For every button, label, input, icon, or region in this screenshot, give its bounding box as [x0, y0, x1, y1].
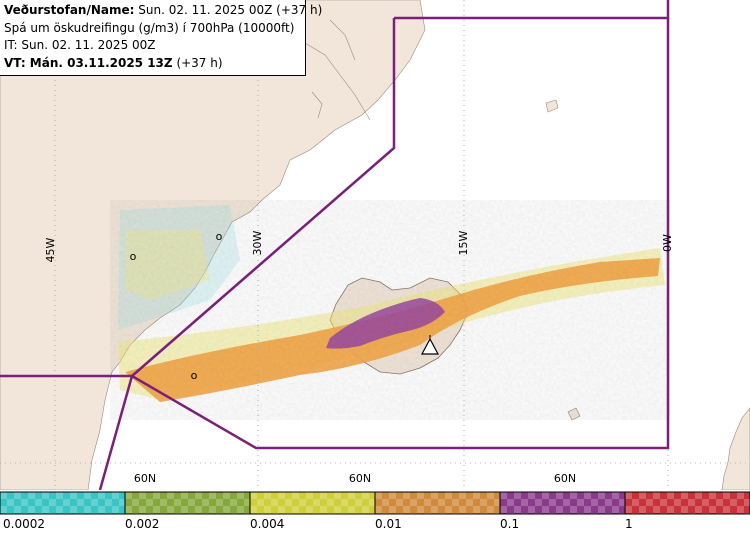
- legend-canvas: 0.0002 0.002 0.004 0.01 0.1 1: [0, 491, 750, 531]
- longitude-label-0w: 0W: [661, 234, 674, 252]
- legend-swatch-6: [624, 491, 750, 515]
- info-line-4: VT: Mán. 03.11.2025 13Z (+37 h): [4, 55, 301, 73]
- marker-2: o: [216, 230, 223, 243]
- longitude-label-45w: 45W: [44, 237, 57, 262]
- info-line-2: Spá um öskudreifingu (g/m3) í 700hPa (10…: [4, 20, 295, 35]
- info-line-1: Veðurstofan/Name: Sun. 02. 11. 2025 00Z …: [4, 2, 322, 20]
- forecast-info-box: Veðurstofan/Name: Sun. 02. 11. 2025 00Z …: [0, 0, 322, 76]
- legend-label-5: 0.1: [500, 517, 519, 531]
- longitude-label-30w: 30W: [251, 230, 264, 255]
- speckle-texture: [110, 200, 670, 420]
- info-name-label: Veðurstofan/Name:: [4, 3, 135, 17]
- fir-boundary: [0, 0, 670, 491]
- greenland-fjords: [299, 19, 371, 121]
- volcano-triangle-icon: [421, 335, 439, 355]
- longitude-label-15w: 15W: [457, 230, 470, 255]
- latitude-label-1: 60N: [134, 472, 156, 485]
- legend-label-4: 0.01: [375, 517, 402, 531]
- marker-1: o: [130, 250, 137, 263]
- marker-3: o: [191, 369, 198, 382]
- legend-label-2: 0.002: [125, 517, 159, 531]
- legend-swatch-4: [374, 491, 501, 515]
- legend-label-1: 0.0002: [3, 517, 45, 531]
- map-canvas: 45W 30W 15W 0W 60N 60N 60N o o o: [0, 0, 750, 491]
- legend-swatch-5: [499, 491, 626, 515]
- info-vt-label: VT: Mán. 03.11.2025 13Z: [4, 55, 173, 70]
- legend-swatch-3: [249, 491, 376, 515]
- ash-dispersion-map: 45W 30W 15W 0W 60N 60N 60N o o o: [0, 0, 750, 491]
- legend-swatch-1: [0, 491, 126, 515]
- legend-label-3: 0.004: [250, 517, 284, 531]
- latitude-label-3: 60N: [554, 472, 576, 485]
- latitude-label-2: 60N: [349, 472, 371, 485]
- color-legend: 0.0002 0.002 0.004 0.01 0.1 1: [0, 490, 750, 532]
- info-vt-value: (+37 h): [176, 55, 223, 70]
- legend-swatch-2: [124, 491, 251, 515]
- island-small: [545, 99, 559, 113]
- legend-label-6: 1: [625, 517, 633, 531]
- info-line-3: IT: Sun. 02. 11. 2025 00Z: [4, 38, 156, 52]
- info-name-value: Sun. 02. 11. 2025 00Z (+37 h): [138, 3, 323, 17]
